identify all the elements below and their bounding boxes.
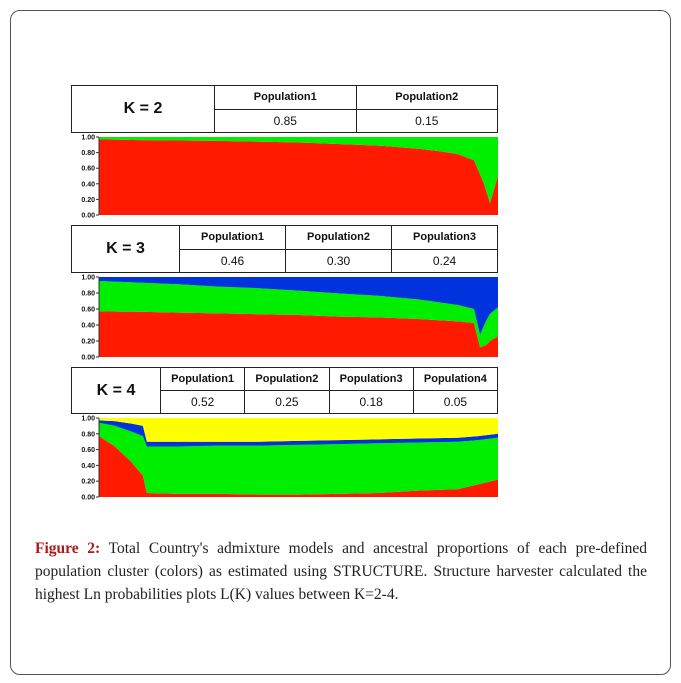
k4-pop3-value: 0.18 xyxy=(328,390,414,414)
y-tick-label: 0.80 xyxy=(81,291,95,298)
y-tick-label: 0.20 xyxy=(81,479,95,486)
cluster-1-area xyxy=(99,139,498,215)
k3-pop2-name: Population2 xyxy=(285,225,392,250)
figure-label: Figure 2: xyxy=(35,540,101,557)
k4-pop2-value: 0.25 xyxy=(244,390,330,414)
y-tick-label: 0.80 xyxy=(81,150,95,157)
k3-pop3-name: Population3 xyxy=(391,225,498,250)
figure-caption-text: Total Country's admixture models and anc… xyxy=(35,540,647,603)
k3-admixture-plot: 1.00 0.80 0.60 0.40 0.20 0.00 xyxy=(81,275,498,361)
k2-admixture-plot: 1.00 0.80 0.60 0.40 0.20 0.00 xyxy=(81,135,498,219)
y-tick-label: 1.00 xyxy=(81,135,95,142)
k4-pop4-name: Population4 xyxy=(412,367,499,391)
k3-pop1-name: Population1 xyxy=(179,225,286,250)
cluster-3-area xyxy=(99,420,498,447)
cluster-1-area xyxy=(99,436,498,497)
k2-pop1-name: Population1 xyxy=(214,85,357,110)
k4-label: K = 4 xyxy=(71,367,161,414)
y-tick-label: 0.60 xyxy=(81,307,95,314)
y-tick-label: 0.40 xyxy=(81,323,95,330)
cluster-2-area xyxy=(99,422,498,495)
k3-label: K = 3 xyxy=(71,225,180,273)
y-tick-label: 0.40 xyxy=(81,181,95,188)
y-tick-label: 0.00 xyxy=(81,355,95,361)
y-tick-label: 0.60 xyxy=(81,166,95,173)
y-tick-label: 0.00 xyxy=(81,213,95,219)
y-tick-label: 0.80 xyxy=(81,431,95,438)
y-tick-label: 0.00 xyxy=(81,495,95,501)
k4-pop3-name: Population3 xyxy=(328,367,414,391)
y-tick-label: 0.20 xyxy=(81,197,95,204)
cluster-1-area xyxy=(99,311,498,357)
figure-caption: Figure 2: Total Country's admixture mode… xyxy=(35,537,647,606)
k2-pop1-value: 0.85 xyxy=(214,108,357,133)
k4-table: K = 4 Population1 Population2 Population… xyxy=(71,367,499,414)
y-tick-label: 0.20 xyxy=(81,339,95,346)
cluster-4-area xyxy=(99,418,498,442)
k3-pop2-value: 0.30 xyxy=(285,248,392,273)
k4-pop1-value: 0.52 xyxy=(159,390,246,414)
y-tick-label: 0.60 xyxy=(81,447,95,454)
k4-pop2-name: Population2 xyxy=(244,367,330,391)
k4-pop1-name: Population1 xyxy=(159,367,246,391)
k2-pop2-value: 0.15 xyxy=(355,108,498,133)
cluster-2-area xyxy=(99,281,498,348)
k2-pop2-name: Population2 xyxy=(355,85,498,110)
cluster-3-area xyxy=(99,277,498,335)
k4-pop4-value: 0.05 xyxy=(412,390,499,414)
k2-table: K = 2 Population1 Population2 0.85 0.15 xyxy=(71,85,498,133)
y-tick-label: 0.40 xyxy=(81,463,95,470)
k4-admixture-plot: 1.00 0.80 0.60 0.40 0.20 0.00 xyxy=(81,416,498,501)
k3-table: K = 3 Population1 Population2 Population… xyxy=(71,225,498,273)
y-tick-label: 1.00 xyxy=(81,416,95,423)
cluster-2-area xyxy=(99,137,498,204)
y-tick-label: 1.00 xyxy=(81,275,95,282)
k2-label: K = 2 xyxy=(71,85,215,133)
k3-pop1-value: 0.46 xyxy=(179,248,286,273)
k3-pop3-value: 0.24 xyxy=(391,248,498,273)
